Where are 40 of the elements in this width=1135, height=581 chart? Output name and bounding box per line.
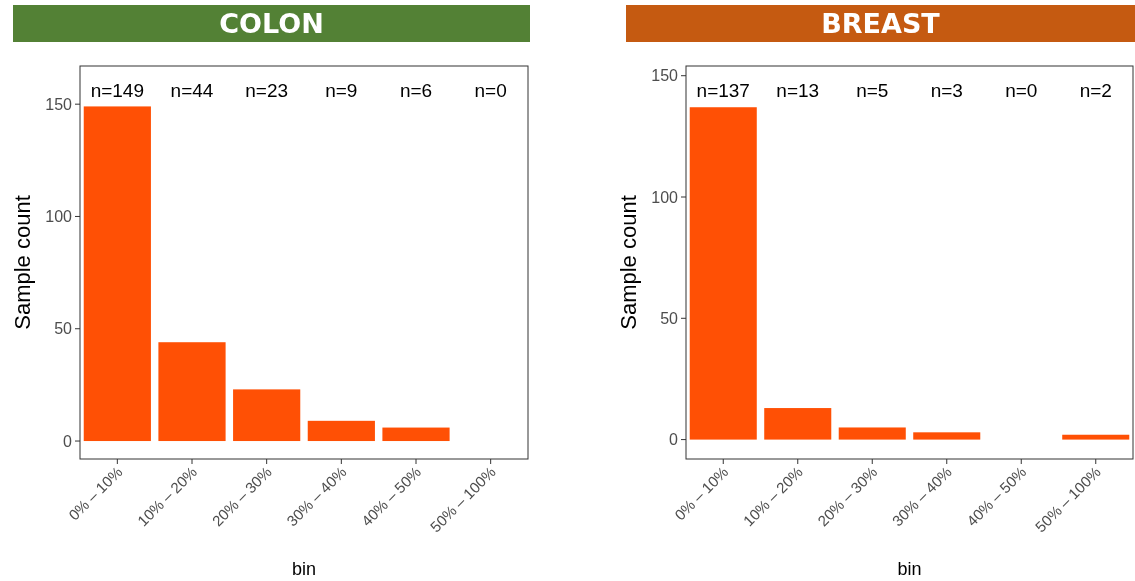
y-tick-label: 0: [63, 432, 73, 450]
x-axis-title: bin: [291, 559, 317, 579]
x-axis-title: bin: [897, 559, 922, 579]
y-tick-label: 50: [54, 320, 73, 338]
bar: [233, 389, 301, 442]
annotation: n=5: [856, 80, 889, 101]
y-axis-title: Sample count: [616, 195, 641, 330]
y-tick-label: 0: [669, 431, 679, 449]
x-tick-label: 30% – 40%: [888, 463, 955, 530]
x-tick-label: 40% – 50%: [357, 463, 425, 530]
x-tick-label: 40% – 50%: [963, 463, 1030, 530]
annotation: n=44: [170, 80, 214, 101]
y-tick-label: 100: [45, 208, 73, 226]
bar: [913, 432, 981, 440]
y-tick-label: 100: [651, 188, 679, 206]
y-axis-title: Sample count: [10, 195, 35, 330]
annotation: n=0: [1005, 80, 1038, 101]
annotation: n=137: [696, 80, 750, 101]
bar: [1062, 434, 1130, 440]
bar: [689, 107, 757, 440]
bar: [764, 408, 832, 440]
bar: [158, 342, 226, 442]
annotation: n=6: [399, 80, 433, 101]
y-tick-label: 150: [651, 67, 679, 85]
bar: [382, 427, 450, 442]
bar: [83, 106, 151, 442]
annotation: n=3: [930, 80, 963, 101]
annotation: n=23: [245, 80, 289, 101]
x-tick-label: 30% – 40%: [283, 463, 350, 530]
annotation: n=13: [776, 80, 820, 101]
annotation: n=0: [474, 80, 507, 101]
chart-title: COLON: [219, 8, 324, 39]
annotation: n=149: [90, 80, 145, 101]
annotation: n=9: [325, 80, 358, 101]
annotation: n=2: [1079, 80, 1112, 101]
chart-title: BREAST: [821, 8, 941, 39]
y-tick-label: 50: [660, 309, 679, 327]
y-tick-label: 150: [45, 95, 73, 113]
bar: [307, 420, 375, 442]
bar: [838, 427, 906, 440]
